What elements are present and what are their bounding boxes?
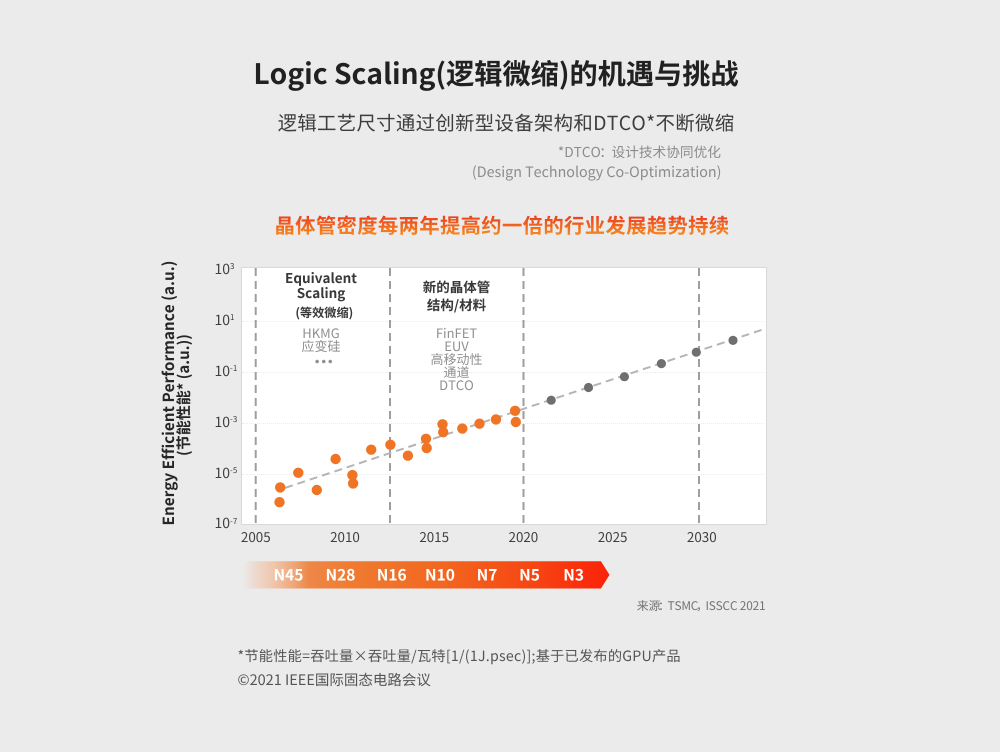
svg-text:N5: N5 [519,564,540,586]
svg-text:N3: N3 [563,564,584,586]
svg-text:N28: N28 [326,564,356,586]
svg-text:N16: N16 [377,564,407,586]
svg-text:N45: N45 [273,564,303,586]
svg-text:N7: N7 [477,564,498,586]
svg-text:N10: N10 [425,564,455,586]
